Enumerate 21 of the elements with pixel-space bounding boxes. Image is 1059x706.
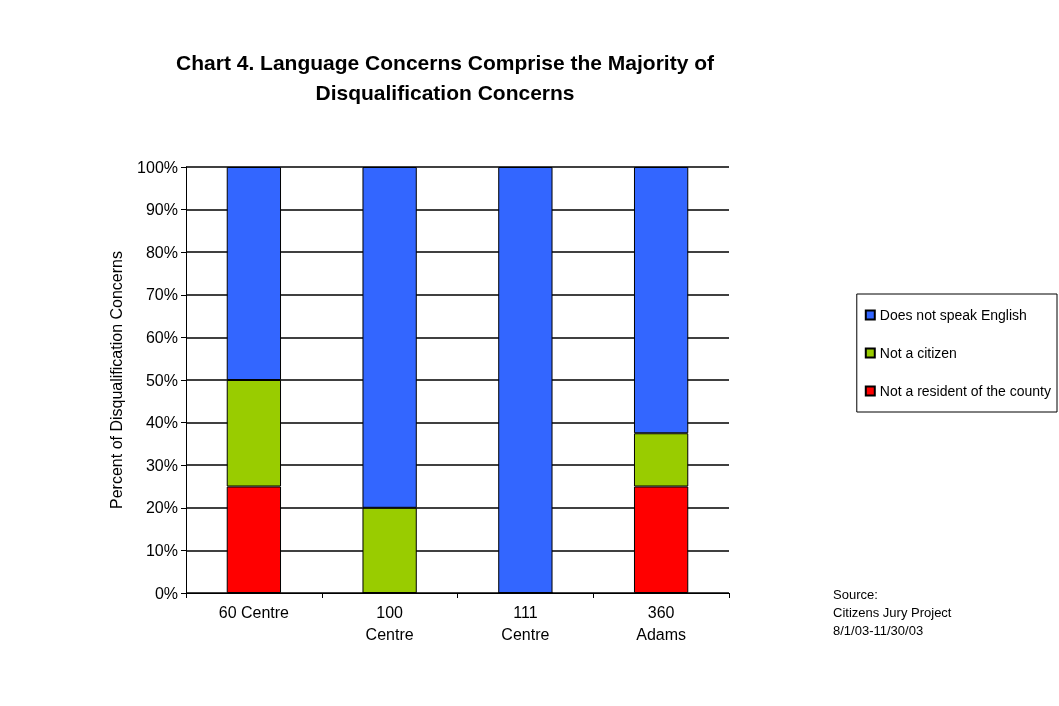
y-tick-label: 70%	[145, 286, 178, 304]
y-tick-label: 30%	[145, 456, 178, 474]
y-tick-label: 100%	[137, 158, 178, 176]
legend-label: Not a citizen	[879, 345, 957, 361]
x-tick-label: 360 Adams	[636, 603, 687, 643]
y-tick-label: 20%	[145, 499, 178, 517]
y-tick-label: 50%	[145, 371, 178, 389]
legend-label: Does not speak English	[879, 307, 1027, 323]
x-tick-label: 100 Centre	[365, 603, 414, 643]
y-tick-label: 80%	[145, 243, 178, 261]
y-tick-label: 60%	[145, 328, 178, 346]
y-tick-label: 40%	[145, 414, 178, 432]
y-axis-title: Percent of Disqualification Concerns	[107, 251, 125, 509]
x-tick-label: 60 Centre	[218, 603, 290, 621]
y-tick-label: 90%	[145, 201, 178, 219]
source-note: Source: Citizens Jury Project 8/1/03-11/30/03	[833, 586, 952, 638]
chart-title: Chart 4. Language Concerns Comprise the Majority of Disqualification Concerns	[176, 50, 715, 104]
legend-label: Not a resident of the county	[879, 383, 1052, 399]
x-tick-label: 111 Centre	[501, 603, 550, 643]
y-tick-label: 10%	[145, 541, 178, 559]
y-tick-label: 0%	[154, 584, 178, 602]
